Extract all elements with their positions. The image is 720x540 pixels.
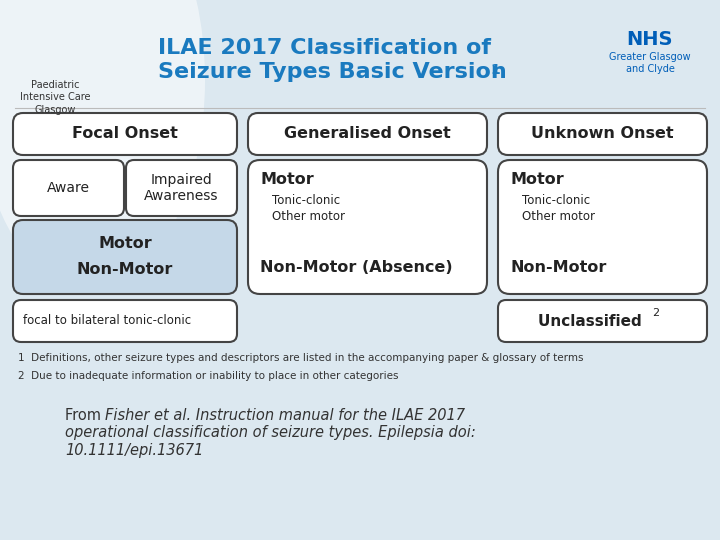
Text: Other motor: Other motor — [272, 210, 345, 222]
Text: Motor: Motor — [98, 237, 152, 252]
Text: Aware: Aware — [47, 181, 90, 195]
Text: Fisher et al. Instruction manual for the ILAE 2017: Fisher et al. Instruction manual for the… — [105, 408, 465, 422]
Text: 1  Definitions, other seizure types and descriptors are listed in the accompanyi: 1 Definitions, other seizure types and d… — [18, 353, 583, 363]
FancyBboxPatch shape — [248, 160, 487, 294]
Text: Generalised Onset: Generalised Onset — [284, 126, 451, 141]
Text: ILAE 2017 Classification of: ILAE 2017 Classification of — [158, 38, 491, 58]
Text: Motor: Motor — [510, 172, 564, 187]
FancyBboxPatch shape — [13, 300, 237, 342]
FancyBboxPatch shape — [13, 113, 237, 155]
Text: Non-Motor: Non-Motor — [510, 260, 606, 274]
Text: Non-Motor (Absence): Non-Motor (Absence) — [260, 260, 453, 274]
Text: Greater Glasgow
and Clyde: Greater Glasgow and Clyde — [609, 52, 690, 73]
FancyBboxPatch shape — [498, 113, 707, 155]
FancyBboxPatch shape — [13, 220, 237, 294]
Text: operational classification of seizure types. Epilepsia doi:: operational classification of seizure ty… — [65, 426, 476, 441]
Text: 2: 2 — [652, 308, 659, 318]
Text: NHS: NHS — [626, 30, 673, 49]
Text: Focal Onset: Focal Onset — [72, 126, 178, 141]
FancyBboxPatch shape — [498, 300, 707, 342]
Text: Tonic-clonic: Tonic-clonic — [522, 193, 590, 206]
Text: 1: 1 — [490, 63, 500, 77]
Ellipse shape — [0, 0, 205, 290]
Text: From: From — [65, 408, 106, 422]
Text: Paediatric
Intensive Care
Glasgow: Paediatric Intensive Care Glasgow — [19, 80, 90, 115]
FancyBboxPatch shape — [498, 160, 707, 294]
Text: Other motor: Other motor — [522, 210, 595, 222]
Text: 2  Due to inadequate information or inability to place in other categories: 2 Due to inadequate information or inabi… — [18, 371, 398, 381]
FancyBboxPatch shape — [13, 160, 124, 216]
Text: Non-Motor: Non-Motor — [77, 262, 174, 278]
Text: Unknown Onset: Unknown Onset — [531, 126, 674, 141]
FancyBboxPatch shape — [126, 160, 237, 216]
Text: Tonic-clonic: Tonic-clonic — [272, 193, 340, 206]
Text: Impaired
Awareness: Impaired Awareness — [144, 173, 219, 204]
Text: 10.1111/epi.13671: 10.1111/epi.13671 — [65, 443, 203, 458]
Text: Motor: Motor — [260, 172, 314, 187]
Text: focal to bilateral tonic-clonic: focal to bilateral tonic-clonic — [23, 314, 191, 327]
FancyBboxPatch shape — [248, 113, 487, 155]
Text: Unclassified: Unclassified — [538, 314, 647, 328]
Text: Seizure Types Basic Version: Seizure Types Basic Version — [158, 62, 515, 82]
